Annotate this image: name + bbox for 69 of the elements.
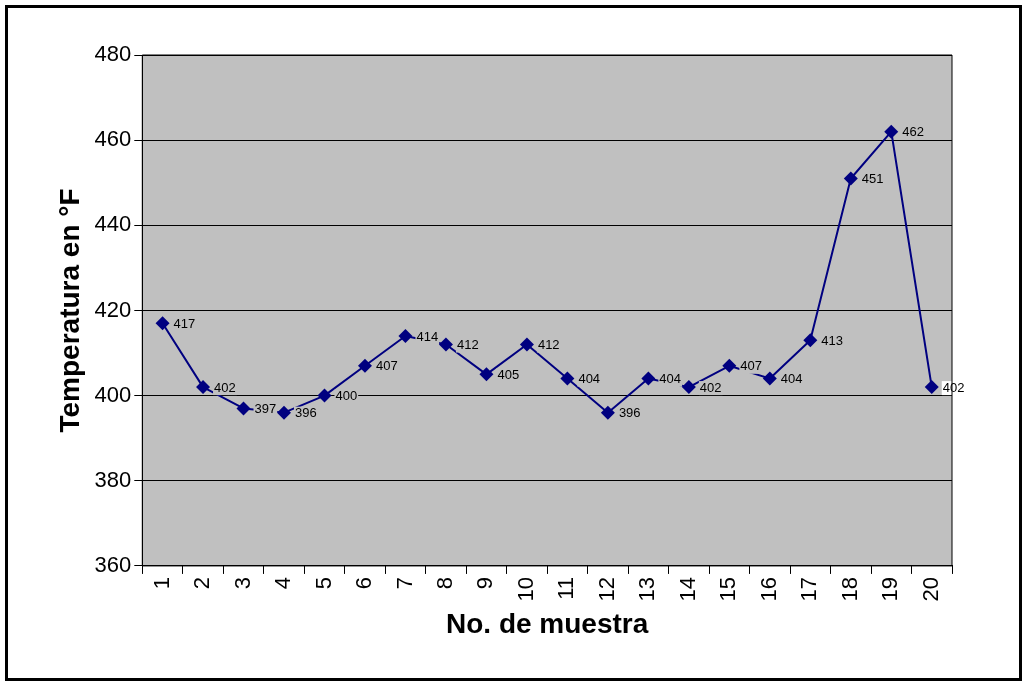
y-tick-label: 420: [94, 296, 132, 322]
point: [884, 124, 899, 139]
x-tick-label: 15: [715, 576, 741, 602]
x-tick-label: 9: [472, 576, 498, 590]
data-label: 402: [699, 379, 722, 395]
x-tick-label: 16: [755, 576, 781, 602]
data-label: 402: [214, 379, 236, 395]
x-tick-label: 20: [917, 576, 943, 602]
data-label: 414: [416, 328, 439, 344]
x-tick-label: 11: [553, 576, 579, 600]
data-label: 451: [861, 171, 884, 187]
point: [803, 333, 818, 348]
point: [722, 358, 737, 373]
y-axis-title: Temperatura en °F: [53, 188, 85, 433]
data-label: 402: [942, 379, 965, 395]
x-tick-label: 10: [512, 576, 538, 602]
data-label: 396: [618, 405, 641, 421]
point: [843, 171, 858, 186]
x-tick-label: 18: [836, 576, 862, 602]
data-label: 462: [902, 124, 924, 140]
x-tick-label: 19: [877, 576, 903, 602]
x-axis-title: No. de muestra: [446, 607, 649, 639]
point: [600, 405, 615, 420]
x-tick-label: 2: [189, 576, 215, 590]
point: [681, 380, 696, 395]
data-label: 412: [537, 337, 560, 353]
point: [438, 337, 453, 352]
y-tick-label: 460: [94, 126, 132, 152]
point: [560, 371, 575, 386]
point: [398, 329, 413, 344]
point: [155, 316, 170, 331]
data-label: 396: [295, 405, 317, 421]
x-tick-label: 3: [229, 576, 255, 590]
x-tick-label: 4: [270, 576, 296, 590]
point: [519, 337, 534, 352]
x-tick-label: 13: [634, 576, 660, 602]
point: [277, 405, 291, 420]
x-tick-label: 5: [310, 576, 336, 590]
data-label: 407: [375, 358, 398, 374]
data-label: 400: [335, 388, 358, 404]
x-tick-label: 1: [148, 576, 174, 590]
x-tick-label: 17: [796, 576, 822, 602]
data-label: 404: [780, 371, 803, 387]
data-label: 405: [497, 366, 520, 382]
point: [196, 380, 211, 395]
data-label: 397: [254, 400, 277, 416]
point: [641, 371, 656, 386]
data-label: 407: [740, 358, 763, 374]
y-tick-label: 400: [94, 381, 132, 407]
x-tick-label: 12: [593, 576, 619, 602]
point: [357, 358, 372, 373]
x-tick-label: 8: [432, 576, 457, 590]
data-label: 404: [659, 371, 682, 387]
data-label: 413: [821, 332, 844, 348]
data-label: 417: [173, 315, 196, 331]
data-label: 404: [578, 371, 601, 387]
point: [317, 388, 332, 403]
x-tick-label: 14: [674, 576, 700, 602]
y-tick-label: 480: [94, 41, 132, 67]
point: [236, 401, 251, 416]
y-tick-label: 380: [94, 466, 132, 492]
data-label: 412: [456, 337, 479, 353]
x-tick-label: 6: [351, 576, 377, 590]
point: [924, 380, 939, 395]
y-tick-label: 360: [94, 551, 132, 577]
point: [762, 371, 777, 386]
point: [479, 367, 494, 382]
y-tick-label: 440: [94, 211, 132, 237]
x-tick-label: 7: [391, 576, 417, 590]
